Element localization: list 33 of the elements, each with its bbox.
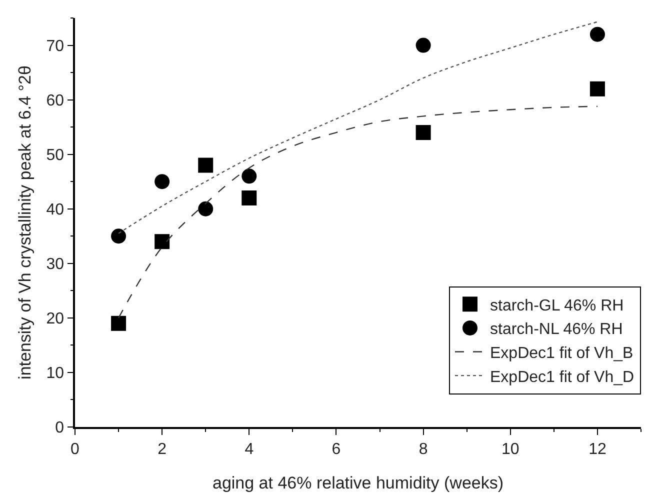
y-tick-label: 40 [46,201,64,218]
point [198,201,214,216]
point [111,228,126,244]
legend-label: ExpDec1 fit of Vh_B [490,345,634,362]
y-tick-label: 10 [46,365,64,382]
x-tick-label: 4 [244,440,254,458]
legend-label: starch-NL 46% RH [490,321,623,338]
y-axis-title: intensity of Vh crystallinity peak at 6.4 °2θ [16,66,34,380]
y-tick-label: 30 [46,256,64,273]
y-tick-label: 0 [55,420,64,437]
point [198,158,214,173]
legend-label: ExpDec1 fit of Vh_D [490,368,634,386]
x-axis-title: aging at 46% relative humidity (weeks) [212,474,504,492]
x-tick-label: 8 [418,440,428,458]
point [590,26,605,42]
y-tick-label: 50 [46,146,64,164]
x-tick-label: 12 [588,440,606,458]
x-tick-label: 2 [158,440,167,458]
point [154,174,170,190]
point [416,125,431,140]
point [111,316,126,331]
y-tick-label: 70 [46,38,64,55]
x-tick-label: 6 [332,440,341,458]
point [242,190,257,206]
point [416,38,431,53]
x-tick-label: 10 [501,440,520,458]
y-tick-label: 20 [46,310,64,328]
point [590,81,605,96]
y-tick-label: 60 [46,92,64,110]
x-tick-label: 0 [70,440,80,458]
legend-label: starch-GL 46% RH [490,297,624,314]
point [242,168,257,184]
point [154,234,170,250]
